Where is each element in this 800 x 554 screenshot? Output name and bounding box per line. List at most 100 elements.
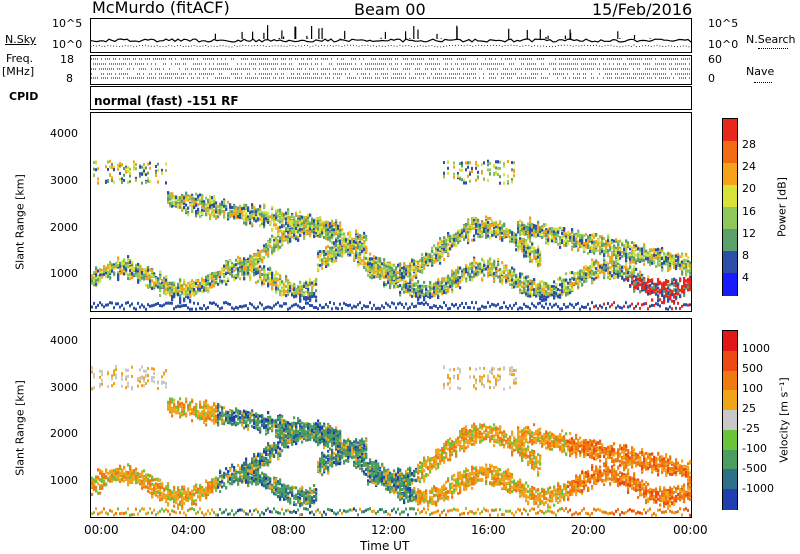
heatmap-cell <box>497 232 500 236</box>
heatmap-cell <box>201 212 204 216</box>
heatmap-cell <box>315 232 318 236</box>
heatmap-cell <box>247 215 250 219</box>
heatmap-cell <box>245 217 248 221</box>
heatmap-cell <box>451 302 453 306</box>
heatmap-cell <box>461 168 463 172</box>
heatmap-cell <box>239 216 242 220</box>
heatmap-cell <box>277 248 280 252</box>
heatmap-cell <box>353 245 356 249</box>
heatmap-cell <box>467 268 470 272</box>
heatmap-cell <box>425 291 428 295</box>
heatmap-cell <box>287 241 290 245</box>
heatmap-cell <box>179 203 182 207</box>
heatmap-cell <box>503 301 505 305</box>
heatmap-cell <box>111 179 113 183</box>
heatmap-cell <box>471 170 473 174</box>
heatmap-cell <box>273 283 276 287</box>
heatmap-cell <box>401 276 404 280</box>
heatmap-cell <box>181 195 184 199</box>
nsearch-tick-top: 10^5 <box>708 17 739 30</box>
heatmap-cell <box>439 254 442 258</box>
heatmap-cell <box>121 264 124 268</box>
heatmap-cell <box>507 229 510 233</box>
heatmap-cell <box>223 200 226 204</box>
heatmap-cell <box>381 304 383 308</box>
heatmap-cell <box>95 266 98 270</box>
heatmap-cell <box>119 177 121 181</box>
heatmap-cell <box>469 179 471 183</box>
heatmap-cell <box>335 229 338 233</box>
heatmap-cell <box>361 250 364 253</box>
heatmap-cell <box>173 281 176 285</box>
heatmap-cell <box>475 222 478 226</box>
heatmap-cell <box>437 256 440 260</box>
heatmap-cell <box>357 258 360 262</box>
heatmap-cell <box>235 267 238 271</box>
heatmap-cell <box>139 305 141 309</box>
heatmap-cell <box>289 222 292 226</box>
heatmap-cell <box>299 210 302 214</box>
heatmap-cell <box>323 226 326 230</box>
heatmap-cell <box>267 276 270 280</box>
heatmap-cell <box>297 236 300 240</box>
heatmap-cell <box>423 256 426 260</box>
heatmap-cell <box>495 227 498 231</box>
heatmap-cell <box>487 163 489 167</box>
heatmap-cell <box>339 241 342 245</box>
heatmap-cell <box>203 286 206 290</box>
heatmap-cell <box>325 246 328 250</box>
heatmap-cell <box>313 294 316 298</box>
heatmap-cell <box>421 259 424 263</box>
heatmap-cell <box>507 233 510 237</box>
heatmap-cell <box>185 304 187 307</box>
heatmap-cell <box>369 275 372 279</box>
heatmap-cell <box>111 166 113 170</box>
heatmap-cell <box>405 272 408 276</box>
heatmap-cell <box>207 277 210 280</box>
heatmap-cell <box>493 272 496 276</box>
heatmap-cell <box>251 303 253 307</box>
heatmap-cell <box>281 280 284 284</box>
heatmap-cell <box>465 181 467 185</box>
heatmap-cell <box>463 225 466 229</box>
heatmap-cell <box>209 301 211 305</box>
heatmap-cell <box>297 215 300 219</box>
heatmap-cell <box>265 252 268 256</box>
heatmap-cell <box>229 205 232 209</box>
heatmap-cell <box>211 272 214 276</box>
heatmap-cell <box>305 296 308 299</box>
heatmap-cell <box>285 285 288 288</box>
heatmap-cell <box>383 306 385 310</box>
heatmap-cell <box>339 226 342 230</box>
heatmap-cell <box>233 274 236 278</box>
heatmap-cell <box>189 293 192 297</box>
heatmap-cell <box>169 197 172 201</box>
heatmap-cell <box>409 266 412 270</box>
heatmap-cell <box>117 265 120 269</box>
heatmap-cell <box>281 289 284 293</box>
heatmap-cell <box>319 224 322 228</box>
heatmap-cell <box>187 296 190 300</box>
heatmap-cell <box>211 196 214 200</box>
heatmap-cell <box>347 253 350 257</box>
heatmap-cell <box>273 281 276 284</box>
heatmap-cell <box>461 228 464 232</box>
heatmap-cell <box>237 206 240 210</box>
heatmap-cell <box>191 288 194 292</box>
heatmap-cell <box>303 220 306 224</box>
heatmap-cell <box>457 282 460 286</box>
heatmap-cell <box>191 292 194 296</box>
heatmap-cell <box>493 224 496 228</box>
heatmap-cell <box>491 230 494 233</box>
heatmap-cell <box>203 208 206 212</box>
heatmap-cell <box>453 275 456 279</box>
nsky-tick-top: 10^5 <box>52 17 83 30</box>
heatmap-cell <box>363 262 366 266</box>
heatmap-cell <box>145 166 147 170</box>
heatmap-cell <box>347 237 350 241</box>
heatmap-cell <box>147 285 150 288</box>
heatmap-cell <box>307 287 310 291</box>
heatmap-cell <box>145 181 147 185</box>
nsearch-tick-bottom: 10^0 <box>708 38 739 51</box>
heatmap-cell <box>347 304 349 308</box>
